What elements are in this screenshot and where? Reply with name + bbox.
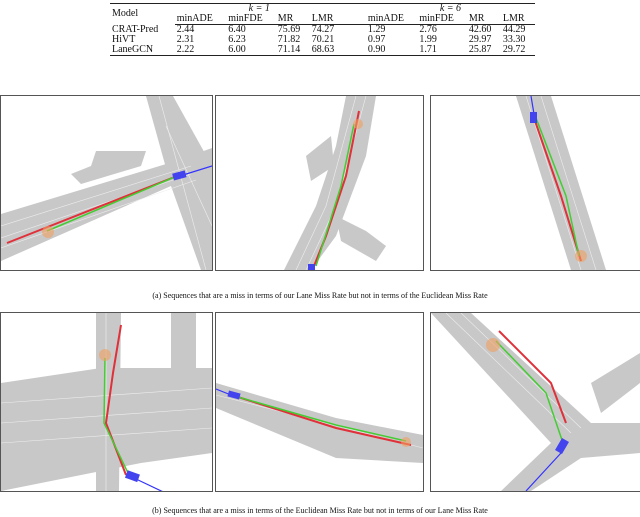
prediction-path [237, 396, 407, 442]
prediction-path [495, 340, 564, 444]
ground-truth-path [237, 396, 412, 446]
history-path [530, 96, 535, 115]
results-table: Model k = 1 k = 6 minADE minFDE MR LMR m… [110, 3, 535, 56]
metric-cell: 6.00 [228, 44, 246, 55]
model-name: HiVT [112, 34, 136, 45]
endpoint-marker [99, 349, 111, 361]
col-header: minFDE [417, 14, 467, 25]
metric-cell: 2.76 [419, 24, 437, 35]
metric-cell: 33.30 [502, 34, 526, 45]
agent-vehicle [172, 170, 187, 181]
table-row: LaneGCN 2.22 6.00 71.14 68.63 0.90 1.71 25.87 29… [110, 45, 535, 55]
scene-a2 [215, 95, 424, 271]
metric-cell: 29.72 [502, 44, 526, 55]
metric-cell: 68.63 [311, 44, 335, 55]
metric-cell: 0.90 [367, 44, 386, 55]
col-header: MR [466, 14, 501, 25]
ground-truth-path [533, 117, 582, 262]
map-a1 [1, 96, 212, 270]
map-b2 [216, 383, 423, 463]
agent-vehicle [555, 437, 569, 455]
endpoint-marker [42, 226, 54, 238]
agent-vehicle [124, 470, 140, 483]
col-header: LMR [500, 14, 535, 25]
prediction-path [535, 117, 580, 257]
history-path [525, 452, 562, 491]
group-header-k6: k = 6 [439, 3, 461, 14]
agent-vehicle [530, 112, 537, 123]
metric-cell: 70.21 [311, 34, 335, 45]
agent-vehicle [227, 390, 241, 400]
history-path [182, 165, 212, 176]
caption-b: (b) Sequences that are a miss in terms o… [152, 506, 488, 515]
metric-cell: 1.71 [419, 44, 437, 55]
col-header: minFDE [226, 14, 276, 25]
metric-cell: 71.82 [277, 34, 301, 45]
caption-a: (a) Sequences that are a miss in terms o… [152, 291, 488, 300]
col-header: minADE [174, 14, 227, 25]
metric-cell: 6.23 [228, 34, 246, 45]
scene-b3 [430, 312, 640, 492]
endpoint-marker [575, 250, 587, 262]
col-header: MR [275, 14, 310, 25]
col-header: LMR [309, 14, 344, 25]
prediction-path [46, 175, 178, 232]
metric-cell: 29.97 [468, 34, 492, 45]
scene-a3 [430, 95, 640, 271]
endpoint-marker [486, 338, 500, 352]
ground-truth-path [6, 175, 178, 244]
model-name: LaneGCN [112, 44, 154, 55]
col-header: minADE [365, 14, 418, 25]
model-header: Model [112, 8, 139, 20]
scene-a1 [0, 95, 213, 271]
scene-b2 [215, 312, 424, 492]
ground-truth-path [498, 330, 567, 424]
endpoint-marker [401, 437, 411, 447]
metric-cell: 74.27 [311, 24, 335, 35]
map-a2 [284, 96, 386, 270]
scene-b1 [0, 312, 213, 492]
metric-cell: 6.40 [228, 24, 246, 35]
metric-cell: 2.44 [176, 24, 195, 35]
metric-cell: 1.99 [419, 34, 437, 45]
prediction-path [315, 123, 355, 267]
table-row: CRAT-Pred 2.44 6.40 75.69 74.27 1.29 2.76 42.60… [110, 23, 535, 36]
metric-cell: 2.22 [176, 44, 195, 55]
metric-cell: 75.69 [277, 24, 301, 35]
metric-cell: 0.97 [367, 34, 386, 45]
table-row: HiVT 2.31 6.23 71.82 70.21 0.97 1.99 29.97 33.30 [110, 35, 535, 45]
metric-cell: 2.31 [176, 34, 195, 45]
model-name: CRAT-Pred [112, 23, 159, 35]
history-path [135, 478, 163, 491]
metric-cell: 1.29 [367, 24, 386, 35]
metric-cell: 42.60 [468, 24, 492, 35]
map-b1 [1, 313, 212, 491]
prediction-path [103, 357, 130, 476]
map-a3 [516, 96, 606, 270]
map-b3 [431, 313, 640, 491]
metric-cell: 25.87 [468, 44, 492, 55]
endpoint-marker [353, 119, 363, 129]
metric-cell: 44.29 [502, 24, 526, 35]
metric-cell: 71.14 [277, 44, 301, 55]
agent-vehicle [308, 264, 315, 270]
group-header-k1: k = 1 [248, 3, 270, 14]
